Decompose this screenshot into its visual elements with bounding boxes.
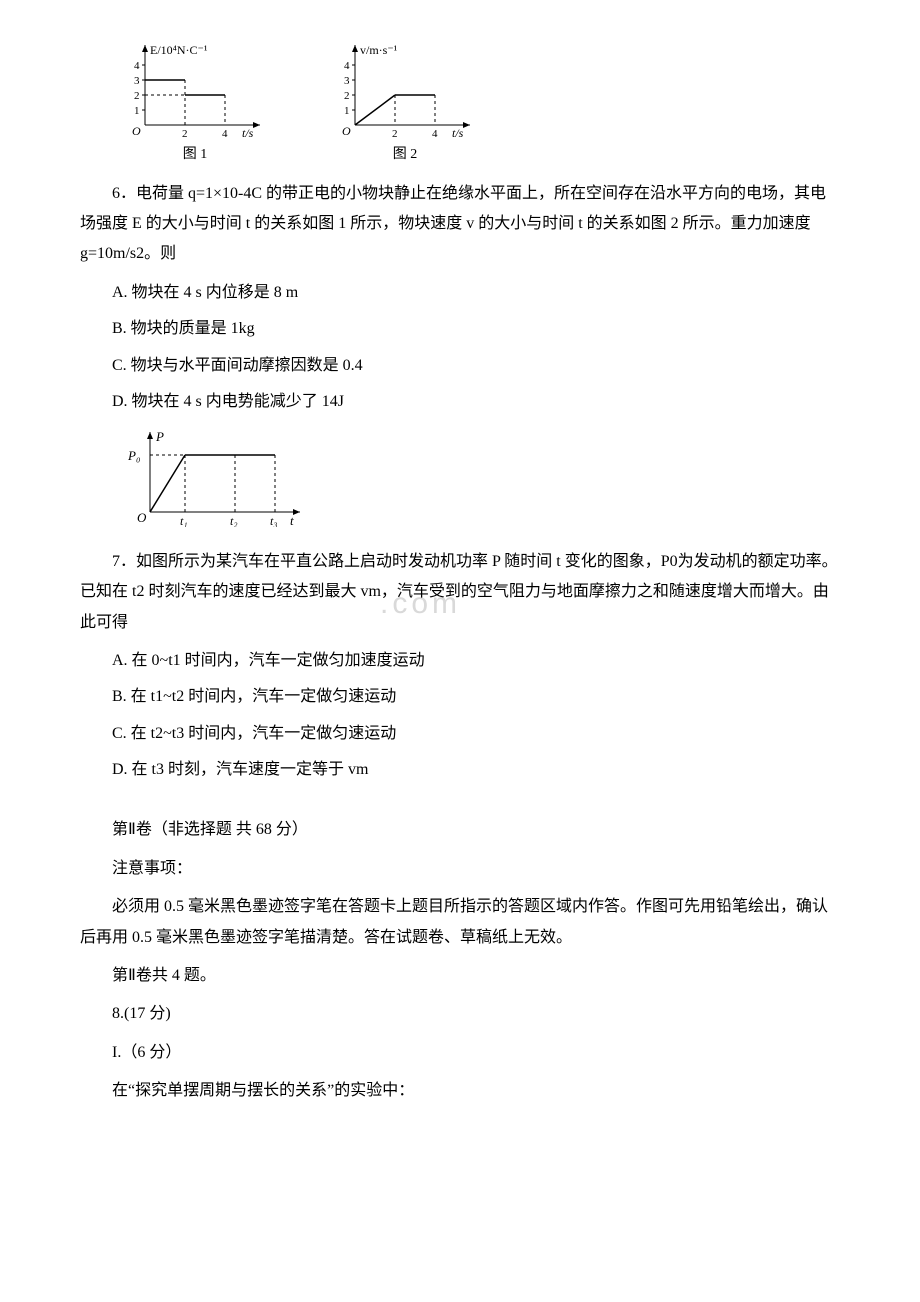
- x4: 4: [222, 128, 228, 140]
- q8-part1-text: 在“探究单摆周期与摆长的关系”的实验中：: [80, 1076, 840, 1106]
- q7-option-b: B. 在 t1~t2 时间内，汽车一定做匀速运动: [80, 682, 840, 712]
- y1: 1: [344, 105, 350, 117]
- origin: O: [132, 124, 141, 138]
- q8-heading: 8.(17 分): [80, 999, 840, 1029]
- q7-stem: 7．如图所示为某汽车在平直公路上启动时发动机功率 P 随时间 t 变化的图象，P…: [80, 547, 840, 638]
- t2: t₂: [230, 514, 238, 527]
- notice-text: 必须用 0.5 毫米黑色墨迹签字笔在答题卡上题目所指示的答题区域内作答。作图可先…: [80, 892, 840, 953]
- q6-option-a: A. 物块在 4 s 内位移是 8 m: [80, 278, 840, 308]
- figure-1: 1 2 3 4 2 4 O E/10⁴N·C⁻¹ t/s 图 1: [120, 40, 270, 169]
- figure-1-caption: 图 1: [120, 142, 270, 169]
- y4: 4: [344, 60, 350, 72]
- q6-stem: 6．电荷量 q=1×10-4C 的带正电的小物块静止在绝缘水平面上，所在空间存在…: [80, 179, 840, 270]
- y4: 4: [134, 60, 140, 72]
- x2: 2: [182, 128, 188, 140]
- chart-2-svg: 1 2 3 4 2 4 O v/m·s⁻¹ t/s: [330, 40, 480, 140]
- q7-figure: P P₀ O t t₁ t₂ t₃: [120, 427, 840, 538]
- y2: 2: [134, 90, 140, 102]
- chart-1-svg: 1 2 3 4 2 4 O E/10⁴N·C⁻¹ t/s: [120, 40, 270, 140]
- chart-3-svg: P P₀ O t t₁ t₂ t₃: [120, 427, 310, 527]
- t3: t₃: [270, 514, 278, 527]
- q6-option-d: D. 物块在 4 s 内电势能减少了 14J: [80, 387, 840, 417]
- p0: P₀: [127, 448, 140, 463]
- ylabel: P: [155, 429, 164, 444]
- ylabel: E/10⁴N·C⁻¹: [150, 43, 208, 57]
- x4: 4: [432, 128, 438, 140]
- q6-figures: 1 2 3 4 2 4 O E/10⁴N·C⁻¹ t/s 图 1: [120, 40, 840, 169]
- q7-option-d: D. 在 t3 时刻，汽车速度一定等于 vm: [80, 755, 840, 785]
- q7-option-a: A. 在 0~t1 时间内，汽车一定做匀加速度运动: [80, 646, 840, 676]
- y3: 3: [344, 75, 350, 87]
- t1: t₁: [180, 514, 188, 527]
- figure-2: 1 2 3 4 2 4 O v/m·s⁻¹ t/s 图 2: [330, 40, 480, 169]
- figure-2-caption: 图 2: [330, 142, 480, 169]
- section2-count: 第Ⅱ卷共 4 题。: [80, 961, 840, 991]
- y3: 3: [134, 75, 140, 87]
- y1: 1: [134, 105, 140, 117]
- y2: 2: [344, 90, 350, 102]
- xlabel: t: [290, 513, 294, 527]
- q6-option-b: B. 物块的质量是 1kg: [80, 314, 840, 344]
- q7-option-c: C. 在 t2~t3 时间内，汽车一定做匀速运动: [80, 719, 840, 749]
- origin: O: [342, 124, 351, 138]
- notice-title: 注意事项：: [80, 854, 840, 884]
- section2-title: 第Ⅱ卷（非选择题 共 68 分）: [80, 815, 840, 845]
- x2: 2: [392, 128, 398, 140]
- q8-part1: I.（6 分）: [80, 1038, 840, 1068]
- xlabel: t/s: [452, 126, 464, 140]
- q6-option-c: C. 物块与水平面间动摩擦因数是 0.4: [80, 351, 840, 381]
- xlabel: t/s: [242, 126, 254, 140]
- ylabel: v/m·s⁻¹: [360, 43, 398, 57]
- origin: O: [137, 510, 147, 525]
